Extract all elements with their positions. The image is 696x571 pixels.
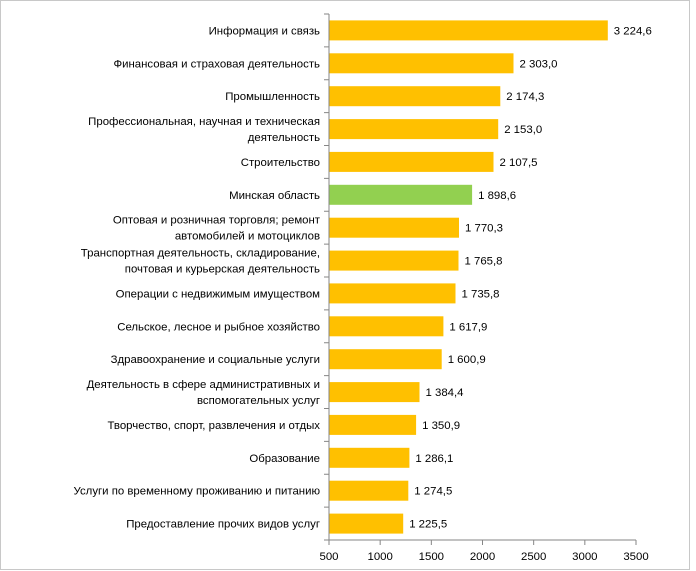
category-label: Финансовая и страховая деятельность [113, 58, 320, 70]
value-label: 1 770,3 [465, 223, 503, 235]
bar [329, 53, 514, 74]
value-label: 2 174,3 [506, 91, 544, 103]
value-label: 1 286,1 [415, 453, 453, 465]
x-tick-label: 2000 [470, 551, 495, 563]
x-tick-label: 3500 [623, 551, 648, 563]
bar [329, 414, 417, 435]
value-label: 1 600,9 [448, 354, 486, 366]
bar [329, 349, 442, 370]
category-label: Информация и связь [209, 25, 320, 37]
value-label: 1 765,8 [465, 256, 503, 268]
bar [329, 184, 473, 205]
bar [329, 513, 404, 534]
bar [329, 447, 410, 468]
category-label: Предоставление прочих видов услуг [126, 519, 320, 531]
value-label: 1 617,9 [449, 321, 487, 333]
bar [329, 217, 459, 238]
bar [329, 283, 456, 304]
bar [329, 382, 420, 403]
category-label: Оптовая и розничная торговля; ремонт авто… [113, 215, 321, 243]
bar [329, 151, 494, 172]
bar [329, 20, 608, 41]
value-label: 2 153,0 [504, 124, 542, 136]
category-label: Транспортная деятельность, складирование… [81, 248, 320, 276]
value-label: 2 303,0 [520, 58, 558, 70]
x-tick-label: 500 [319, 551, 338, 563]
bar [329, 119, 499, 140]
value-label: 1 735,8 [462, 288, 500, 300]
category-label: Строительство [241, 157, 320, 169]
x-tick-label: 3000 [572, 551, 597, 563]
x-tick-label: 1000 [367, 551, 392, 563]
bar [329, 480, 409, 501]
value-label: 1 384,4 [426, 387, 464, 399]
value-label: 1 274,5 [414, 486, 452, 498]
bar [329, 316, 444, 337]
category-label: Услуги по временному проживанию и питани… [74, 486, 321, 498]
category-label: Творчество, спорт, развлечения и отдых [107, 420, 320, 432]
value-label: 1 898,6 [478, 190, 516, 202]
category-label: Образование [249, 453, 320, 465]
x-tick-label: 2500 [521, 551, 546, 563]
category-label: Минская область [229, 190, 320, 202]
value-label: 1 350,9 [422, 420, 460, 432]
category-label: Профессиональная, научная и техническая д… [88, 116, 320, 144]
category-label: Промышленность [225, 91, 320, 103]
category-label: Сельское, лесное и рыбное хозяйство [117, 321, 320, 333]
bar [329, 250, 459, 271]
value-label: 3 224,6 [614, 25, 652, 37]
bar [329, 86, 501, 107]
category-label: Здравоохранение и социальные услуги [111, 354, 320, 366]
x-tick-label: 1500 [419, 551, 444, 563]
value-label: 1 225,5 [409, 519, 447, 531]
category-label: Операции с недвижимым имуществом [116, 288, 321, 300]
value-label: 2 107,5 [500, 157, 538, 169]
